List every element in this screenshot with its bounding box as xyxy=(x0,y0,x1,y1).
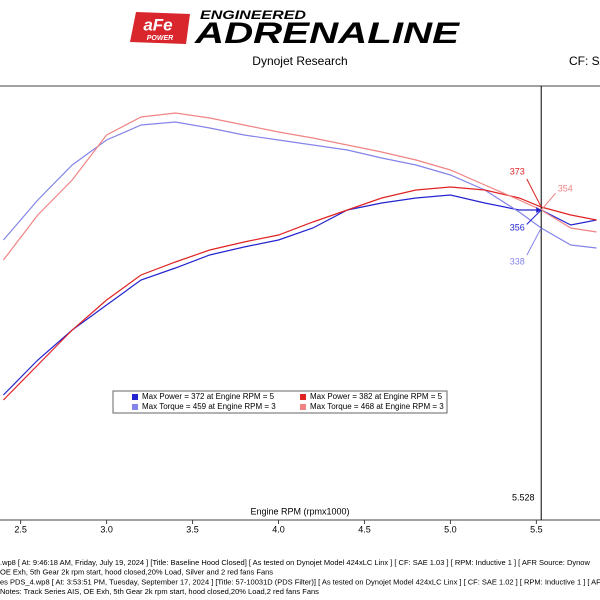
x-tick-label: 5.5 xyxy=(530,524,543,534)
legend-label: Max Power = 372 at Engine RPM = 5 xyxy=(142,392,275,401)
brand-top: ENGINEERED xyxy=(200,8,306,22)
chart-subtitle: CF: SA xyxy=(569,54,600,68)
footer-note: .wp8 [ At: 9:46:18 AM, Friday, July 19, … xyxy=(0,558,590,567)
cursor-arrow xyxy=(526,178,542,208)
cursor-arrow xyxy=(526,227,542,256)
cursor-marker xyxy=(536,207,542,213)
chart-title: Dynojet Research xyxy=(252,54,347,68)
cursor-value: 356 xyxy=(510,222,525,232)
legend-label: Max Torque = 459 at Engine RPM = 3 xyxy=(142,402,276,411)
x-tick-label: 4.0 xyxy=(272,524,285,534)
brand: ADRENALINE xyxy=(194,17,461,50)
footer-note: es PDS_4.wp8 [ At: 3:53:51 PM, Tuesday, … xyxy=(0,577,600,586)
footer-note: Notes: Track Series AIS, OE Exh, 5th Gea… xyxy=(0,587,319,596)
legend-swatch xyxy=(300,404,306,410)
footer-note: OE Exh, 5th Gear 2k rpm start, hood clos… xyxy=(0,568,273,577)
series-line xyxy=(2,186,597,401)
logo-badge xyxy=(130,12,190,44)
legend-box xyxy=(112,390,448,414)
plot-area xyxy=(2,112,597,401)
legend-swatch xyxy=(132,394,138,400)
logo-sub: POWER xyxy=(147,35,173,42)
cursor-value: 354 xyxy=(558,183,573,193)
x-axis-label: Engine RPM (rpmx1000) xyxy=(250,506,349,516)
logo: aFe POWER xyxy=(130,12,190,44)
cursor-value: 338 xyxy=(510,256,525,266)
x-tick-label: 2.5 xyxy=(14,524,27,534)
legend-label: Max Power = 382 at Engine RPM = 5 xyxy=(310,392,443,401)
cursor-arrow xyxy=(540,192,556,211)
legend-swatch xyxy=(300,394,306,400)
legend-swatch xyxy=(132,404,138,410)
cursor-label: 5.528 xyxy=(512,492,535,502)
x-tick-label: 5.0 xyxy=(444,524,457,534)
cursor-value: 373 xyxy=(510,166,525,176)
series-line xyxy=(2,112,597,261)
legend-label: Max Torque = 468 at Engine RPM = 3 xyxy=(310,402,444,411)
series-line xyxy=(2,121,597,249)
x-tick-label: 3.0 xyxy=(100,524,113,534)
x-tick-label: 3.5 xyxy=(186,524,199,534)
series-line xyxy=(2,194,597,396)
overlay: 2.5 3.0 3.5 4.0 4.5 5.0 5.5 5.528 356 338 373 354 Ma… xyxy=(0,86,600,596)
cursor-arrow xyxy=(526,209,542,225)
x-tick-label: 4.5 xyxy=(358,524,371,534)
logo-text: aFe xyxy=(143,15,172,34)
